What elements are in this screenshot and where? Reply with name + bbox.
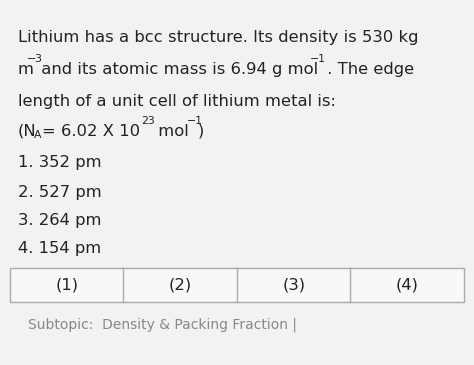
Text: . The edge: . The edge — [322, 62, 414, 77]
Text: (2): (2) — [169, 277, 192, 292]
Text: (4): (4) — [396, 277, 419, 292]
Text: −1: −1 — [310, 54, 326, 64]
Text: length of a unit cell of lithium metal is:: length of a unit cell of lithium metal i… — [18, 94, 336, 109]
Text: Lithium has a bcc structure. Its density is 530 kg: Lithium has a bcc structure. Its density… — [18, 30, 419, 45]
Text: (3): (3) — [282, 277, 305, 292]
Text: and its atomic mass is 6.94 g mol: and its atomic mass is 6.94 g mol — [36, 62, 318, 77]
Text: 4. 154 pm: 4. 154 pm — [18, 241, 101, 256]
Text: A: A — [34, 130, 42, 140]
Text: 23: 23 — [141, 116, 155, 126]
Text: (N: (N — [18, 124, 36, 139]
Text: ): ) — [198, 124, 204, 139]
Text: (1): (1) — [55, 277, 78, 292]
Text: = 6.02 X 10: = 6.02 X 10 — [42, 124, 140, 139]
Bar — [10, 268, 464, 302]
Text: 1. 352 pm: 1. 352 pm — [18, 155, 101, 170]
Text: m: m — [18, 62, 34, 77]
Text: −3: −3 — [27, 54, 43, 64]
Text: 2. 527 pm: 2. 527 pm — [18, 185, 102, 200]
Text: mol: mol — [153, 124, 189, 139]
Text: Subtopic:  Density & Packing Fraction |: Subtopic: Density & Packing Fraction | — [28, 318, 297, 333]
Text: 3. 264 pm: 3. 264 pm — [18, 213, 101, 228]
Text: −1: −1 — [187, 116, 203, 126]
